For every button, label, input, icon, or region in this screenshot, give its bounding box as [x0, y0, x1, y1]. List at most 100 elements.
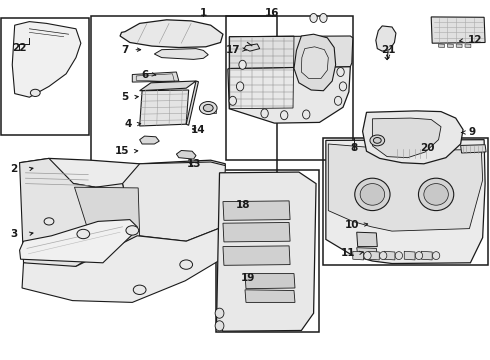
Circle shape [199, 102, 217, 114]
Polygon shape [186, 81, 198, 125]
Polygon shape [404, 251, 415, 260]
Ellipse shape [261, 109, 269, 118]
Circle shape [44, 218, 54, 225]
Polygon shape [439, 44, 444, 48]
Text: 9: 9 [468, 127, 476, 138]
Bar [1, 18, 89, 135]
Ellipse shape [303, 110, 310, 119]
Circle shape [373, 138, 381, 143]
Polygon shape [193, 161, 205, 166]
Ellipse shape [337, 68, 344, 77]
Ellipse shape [229, 96, 237, 105]
Polygon shape [223, 201, 290, 220]
Polygon shape [20, 220, 137, 263]
Circle shape [180, 260, 193, 269]
Polygon shape [217, 172, 316, 331]
Polygon shape [431, 17, 485, 43]
Polygon shape [363, 111, 463, 164]
Polygon shape [326, 140, 485, 264]
Ellipse shape [360, 184, 385, 205]
Ellipse shape [236, 82, 244, 91]
Text: 18: 18 [236, 200, 251, 210]
Polygon shape [203, 110, 216, 113]
Polygon shape [245, 274, 295, 289]
Ellipse shape [339, 82, 346, 91]
Ellipse shape [319, 13, 327, 22]
Polygon shape [357, 232, 377, 247]
Ellipse shape [433, 252, 440, 260]
Polygon shape [154, 49, 208, 59]
Text: 22: 22 [12, 42, 26, 53]
Bar [91, 16, 277, 188]
Text: 19: 19 [241, 273, 256, 283]
Polygon shape [132, 72, 179, 82]
Polygon shape [229, 36, 353, 68]
Circle shape [30, 89, 40, 96]
Text: 7: 7 [122, 45, 129, 55]
Text: 20: 20 [420, 143, 435, 153]
Polygon shape [456, 44, 462, 48]
Polygon shape [384, 251, 395, 260]
Polygon shape [74, 187, 140, 254]
Polygon shape [176, 150, 196, 159]
Polygon shape [120, 20, 223, 48]
Ellipse shape [280, 111, 288, 120]
Ellipse shape [379, 252, 387, 260]
Ellipse shape [239, 60, 246, 69]
Polygon shape [140, 136, 159, 144]
Text: 16: 16 [265, 8, 279, 18]
Ellipse shape [418, 178, 454, 211]
Polygon shape [12, 22, 81, 97]
Polygon shape [140, 90, 189, 126]
Bar [323, 138, 488, 265]
Ellipse shape [415, 252, 422, 260]
Polygon shape [122, 162, 225, 241]
Polygon shape [245, 290, 295, 302]
Ellipse shape [334, 96, 342, 105]
Bar [226, 16, 353, 160]
Polygon shape [294, 34, 336, 91]
Polygon shape [140, 81, 196, 91]
Polygon shape [301, 47, 328, 78]
Circle shape [370, 135, 385, 146]
Polygon shape [372, 118, 441, 158]
Circle shape [203, 104, 213, 112]
Polygon shape [353, 251, 364, 260]
Text: 17: 17 [225, 45, 240, 55]
Polygon shape [22, 227, 224, 302]
Text: 2: 2 [10, 164, 18, 174]
Ellipse shape [364, 252, 371, 260]
Text: 21: 21 [381, 45, 395, 55]
Text: 15: 15 [114, 146, 129, 156]
Ellipse shape [310, 13, 318, 22]
Ellipse shape [424, 184, 448, 205]
Polygon shape [368, 251, 379, 260]
Text: 6: 6 [141, 69, 148, 80]
Ellipse shape [355, 178, 390, 211]
Polygon shape [244, 44, 260, 51]
Text: 4: 4 [125, 119, 132, 129]
Polygon shape [465, 44, 471, 48]
Text: 1: 1 [200, 8, 207, 18]
Ellipse shape [215, 321, 224, 331]
Text: 14: 14 [191, 125, 206, 135]
Polygon shape [328, 144, 483, 231]
Polygon shape [357, 248, 377, 256]
Text: 12: 12 [467, 35, 482, 45]
Bar [216, 170, 319, 332]
Polygon shape [461, 145, 486, 153]
Polygon shape [376, 26, 396, 51]
Text: 5: 5 [122, 92, 129, 102]
Polygon shape [447, 44, 453, 48]
Circle shape [126, 226, 139, 235]
Polygon shape [20, 158, 130, 268]
Polygon shape [421, 251, 432, 260]
Ellipse shape [395, 252, 403, 260]
Circle shape [77, 229, 90, 239]
Text: 3: 3 [10, 229, 18, 239]
Polygon shape [223, 222, 290, 242]
Polygon shape [223, 246, 290, 265]
Text: 10: 10 [345, 220, 360, 230]
Ellipse shape [215, 308, 224, 318]
Circle shape [133, 285, 146, 294]
